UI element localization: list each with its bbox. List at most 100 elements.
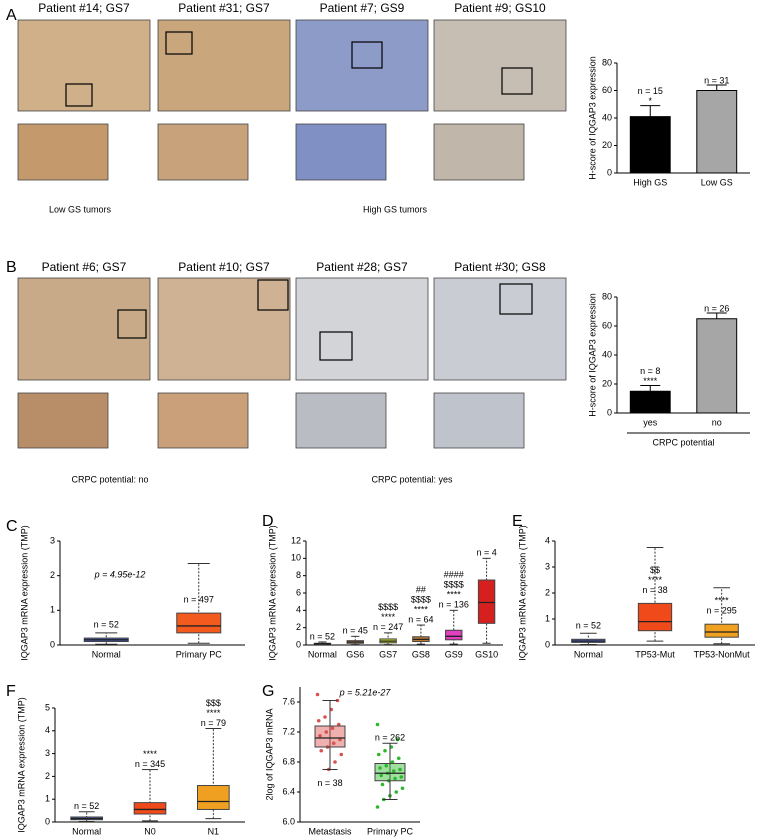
y-axis-label: 2log of IQGAP3 mRNA	[264, 708, 274, 800]
image-title: Patient #28; GS7	[316, 260, 408, 274]
inset-box	[65, 83, 93, 107]
box	[477, 579, 496, 624]
data-point	[324, 730, 329, 734]
data-point	[394, 790, 399, 794]
micrograph	[157, 277, 291, 381]
value-label: $$$$	[378, 602, 398, 612]
micrograph	[157, 123, 249, 181]
panel-letter: A	[6, 7, 17, 24]
y-tick-label: 60	[602, 320, 612, 330]
data-point	[391, 769, 396, 773]
value-label: $$$$	[444, 580, 464, 590]
x-tick-label: yes	[643, 417, 658, 427]
y-tick-label: 4	[545, 535, 550, 545]
y-tick-label: 6	[296, 587, 301, 597]
micrograph	[17, 123, 109, 181]
y-tick-label: 4	[296, 605, 301, 615]
box	[374, 763, 406, 782]
y-tick-label: 3	[50, 535, 55, 545]
micrograph	[17, 392, 109, 449]
micrograph	[17, 277, 151, 381]
inset-box	[117, 309, 147, 339]
micrograph	[433, 392, 525, 449]
x-tick-label: Low GS	[701, 177, 733, 187]
data-point	[330, 726, 335, 731]
micrograph	[295, 277, 429, 381]
value-label: n = 295	[707, 606, 737, 616]
x-tick-label: GS7	[379, 649, 397, 659]
data-point	[319, 748, 324, 753]
value-label: ****	[447, 590, 462, 600]
data-point	[395, 737, 400, 742]
value-label: ****	[414, 604, 429, 614]
y-axis-label: IQGAP3 mRNA expression (TMP)	[16, 697, 26, 833]
panel-letter: C	[6, 518, 18, 535]
caption: Low GS tumors	[49, 204, 112, 214]
value-label: ##	[416, 584, 426, 594]
data-point	[339, 752, 344, 757]
panel-letter: G	[262, 683, 274, 700]
image-title: Patient #14; GS7	[38, 1, 130, 15]
value-label: n = 136	[439, 600, 469, 610]
data-point	[316, 718, 321, 723]
inset-box	[257, 279, 289, 311]
x-axis-label: CRPC potential	[652, 437, 714, 447]
value-label: n = 45	[343, 626, 368, 636]
value-label: n = 15	[638, 86, 663, 96]
micrograph	[295, 123, 387, 181]
panel-letter: B	[6, 259, 17, 276]
data-point	[383, 748, 387, 753]
image-title: Patient #6; GS7	[42, 260, 127, 274]
data-point	[318, 733, 322, 738]
y-tick-label: 2	[50, 570, 55, 580]
value-label: n = 52	[94, 619, 119, 629]
y-axis-label: IQGAP3 mRNA expression (TMP)	[19, 525, 29, 661]
y-tick-label: 6.0	[282, 816, 295, 826]
box	[704, 623, 739, 638]
image-title: Patient #7; GS9	[320, 1, 405, 15]
x-tick-label: GS9	[445, 649, 463, 659]
caption: CRPC potential: yes	[371, 474, 453, 484]
data-point	[399, 775, 404, 779]
y-tick-label: 3	[45, 748, 50, 758]
y-tick-label: 5	[45, 702, 50, 712]
micrograph	[295, 19, 429, 112]
value-label: n = 497	[184, 594, 214, 604]
x-tick-label: TP53-Mut	[635, 649, 675, 659]
caption: High GS tumors	[363, 204, 428, 214]
micrograph	[157, 19, 291, 112]
data-point	[333, 760, 337, 764]
value-label: n = 247	[373, 622, 403, 632]
y-tick-label: 40	[602, 112, 612, 122]
y-tick-label: 60	[602, 85, 612, 95]
annotation: p = 5.21e-27	[339, 687, 392, 697]
data-point	[398, 767, 402, 772]
x-tick-label: GS10	[475, 649, 498, 659]
data-point	[380, 782, 385, 787]
value-label: $$	[650, 565, 660, 575]
image-title: Patient #31; GS7	[178, 1, 270, 15]
data-point	[323, 715, 327, 719]
image-title: Patient #10; GS7	[178, 260, 270, 274]
data-point	[396, 756, 401, 761]
x-tick-label: N0	[144, 826, 156, 836]
value-label: ****	[206, 708, 221, 718]
y-tick-label: 7.6	[282, 696, 295, 706]
box	[133, 802, 167, 815]
y-tick-label: 0	[50, 639, 55, 649]
value-label: n = 345	[135, 759, 165, 769]
panel-letter: F	[6, 683, 16, 700]
y-tick-label: 4	[45, 725, 50, 735]
y-axis-label: H-score of IQGAP3 expression	[587, 293, 597, 417]
data-point	[336, 722, 341, 727]
image-title: Patient #9; GS10	[454, 1, 546, 15]
value-label: n = 79	[201, 718, 226, 728]
bar	[696, 318, 738, 414]
y-tick-label: 1	[545, 613, 550, 623]
data-point	[315, 692, 320, 697]
x-tick-label: Primary PC	[367, 826, 414, 836]
x-tick-label: Metastasis	[308, 826, 352, 836]
value-label: *	[648, 96, 652, 106]
inset-box	[499, 283, 533, 315]
